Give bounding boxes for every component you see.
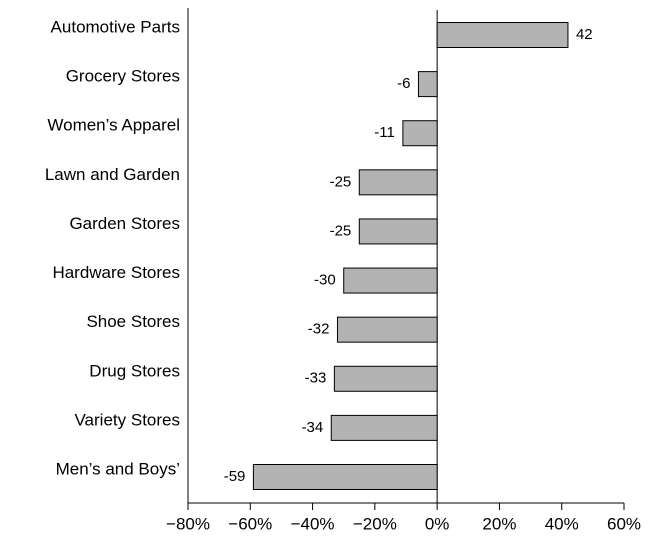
data-label: -11 bbox=[374, 124, 395, 141]
y-tick-label: Shoe Stores bbox=[86, 312, 180, 331]
x-tick-label: −20% bbox=[353, 514, 397, 533]
x-tick-label: 40% bbox=[545, 514, 579, 533]
data-label: -59 bbox=[224, 468, 246, 485]
bar bbox=[417, 71, 438, 98]
bar bbox=[252, 464, 438, 490]
x-tick-label: 0% bbox=[425, 514, 450, 533]
bar bbox=[402, 120, 438, 147]
y-tick-label: Variety Stores bbox=[74, 410, 180, 429]
bar bbox=[330, 414, 438, 441]
data-label: -30 bbox=[314, 272, 336, 289]
bar bbox=[358, 169, 438, 196]
y-tick-label: Automotive Parts bbox=[51, 17, 180, 36]
data-label: -34 bbox=[302, 419, 324, 436]
x-tick-label: 20% bbox=[482, 514, 516, 533]
bar bbox=[343, 267, 438, 294]
y-tick-label: Drug Stores bbox=[89, 361, 180, 380]
data-label: 42 bbox=[576, 26, 593, 43]
x-tick-label: −40% bbox=[291, 514, 335, 533]
bar bbox=[336, 316, 438, 343]
data-label: -25 bbox=[330, 222, 352, 239]
bar bbox=[436, 22, 569, 48]
data-label: -32 bbox=[308, 321, 330, 338]
data-label: -25 bbox=[330, 173, 352, 190]
x-tick-label: 60% bbox=[607, 514, 641, 533]
y-tick-label: Hardware Stores bbox=[52, 263, 180, 282]
data-label: -6 bbox=[397, 75, 410, 92]
x-tick-label: −80% bbox=[166, 514, 210, 533]
y-tick-label: Lawn and Garden bbox=[45, 165, 180, 184]
x-tick-label: −60% bbox=[228, 514, 272, 533]
y-tick-label: Garden Stores bbox=[69, 214, 180, 233]
y-tick-label: Grocery Stores bbox=[66, 67, 180, 86]
y-tick-label: Men’s and Boys’ bbox=[56, 459, 180, 478]
y-tick-label: Women’s Apparel bbox=[47, 116, 180, 135]
data-label: -33 bbox=[305, 370, 327, 387]
bar bbox=[333, 365, 438, 392]
bar bbox=[358, 218, 438, 245]
